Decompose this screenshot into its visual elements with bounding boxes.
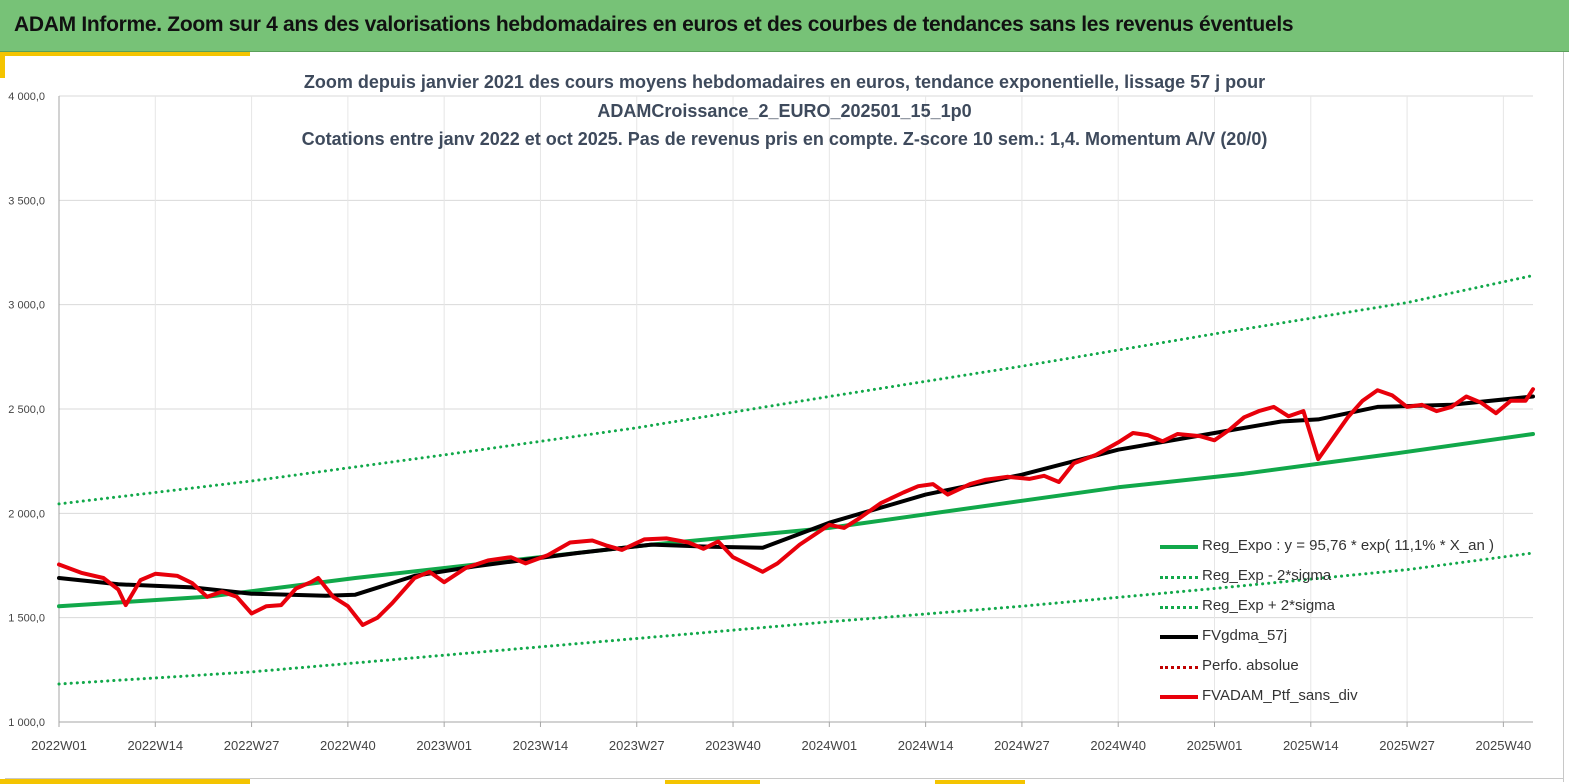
legend-item: Reg_Exp + 2*sigma [1158,594,1558,624]
legend-label: Reg_Expo : y = 95,76 * exp( 11,1% * X_an… [1202,537,1494,554]
accent-bar-bottom-mid [665,780,760,784]
frame-right [1563,52,1564,782]
x-tick-label: 2022W14 [127,738,183,753]
x-tick-label: 2023W01 [416,738,472,753]
y-tick-label: 3 500,0 [8,195,45,207]
grid [58,95,1533,723]
legend-swatch [1160,545,1198,549]
axes: 1 000,0 1 500,0 2 000,0 2 500,0 3 000,0 3 500… [8,91,1533,753]
chart-title-line-1: Zoom depuis janvier 2021 des cours moyen… [303,72,1266,92]
x-tick-label: 2025W40 [1476,738,1532,753]
series [57,274,1535,686]
legend-swatch [1160,576,1198,579]
x-tick-label: 2024W27 [994,738,1050,753]
x-tick-label: 2025W27 [1379,738,1435,753]
header-banner: ADAM Informe. Zoom sur 4 ans des valoris… [0,0,1569,52]
legend-label: Reg_Exp - 2*sigma [1202,567,1332,584]
y-tick-label: 2 000,0 [8,508,45,520]
x-tick-label: 2022W40 [320,738,376,753]
chart-legend: Reg_Expo : y = 95,76 * exp( 11,1% * X_an… [1158,534,1558,714]
x-tick-label: 2025W01 [1187,738,1243,753]
legend-label: FVADAM_Ptf_sans_div [1202,687,1358,704]
x-tick-label: 2024W14 [898,738,954,753]
legend-label: Perfo. absolue [1202,657,1299,674]
legend-swatch [1160,635,1198,639]
accent-bar-bottom [0,779,250,784]
x-tick-label: 2023W27 [609,738,665,753]
accent-bar-left [0,52,5,78]
legend-item: Reg_Exp - 2*sigma [1158,564,1558,594]
legend-item: FVgdma_57j [1158,624,1558,654]
legend-label: FVgdma_57j [1202,627,1288,644]
chart-title-line-3: Cotations entre janv 2022 et oct 2025. P… [301,129,1268,149]
legend-swatch [1160,666,1198,669]
banner-title: ADAM Informe. Zoom sur 4 ans des valoris… [14,13,1294,36]
x-tick-label: 2022W01 [31,738,87,753]
series-line-5 [57,387,1535,627]
x-tick-label: 2022W27 [224,738,280,753]
y-tick-label: 4 000,0 [8,91,45,103]
x-tick-label: 2024W40 [1090,738,1146,753]
legend-item: Reg_Expo : y = 95,76 * exp( 11,1% * X_an… [1158,534,1558,564]
y-tick-label: 1 500,0 [8,613,45,625]
legend-label: Reg_Exp + 2*sigma [1202,597,1335,614]
y-tick-label: 1 000,0 [8,717,45,729]
accent-bar-bottom-right [935,780,1025,784]
x-tick-label: 2023W14 [513,738,569,753]
legend-item: FVADAM_Ptf_sans_div [1158,684,1558,714]
x-tick-label: 2023W40 [705,738,761,753]
series-line-2 [57,551,1535,686]
legend-item: Perfo. absolue [1158,654,1558,684]
frame-bottom [5,778,1564,779]
x-tick-label: 2025W14 [1283,738,1339,753]
y-tick-label: 3 000,0 [8,300,45,312]
accent-bar-top [0,52,250,56]
x-tick-label: 2024W01 [802,738,858,753]
y-tick-label: 2 500,0 [8,404,45,416]
legend-swatch [1160,606,1198,609]
legend-swatch [1160,695,1198,699]
series-line-3 [57,274,1535,506]
chart-title-line-2: ADAMCroissance_2_EURO_202501_15_1p0 [597,101,972,121]
